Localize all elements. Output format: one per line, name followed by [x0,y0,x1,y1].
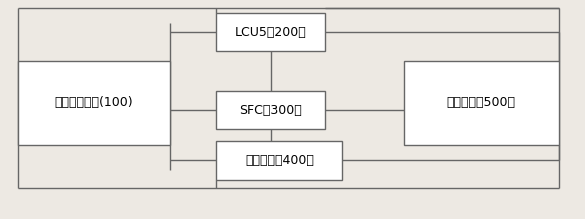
Bar [216,91,325,129]
Text: 抽水蓄能机组(100): 抽水蓄能机组(100) [54,96,133,110]
Bar [216,13,325,51]
Bar [404,61,559,145]
Text: 监控系统（500）: 监控系统（500） [447,96,515,110]
Text: 励磁系统（400）: 励磁系统（400） [245,154,314,167]
Bar [216,141,342,180]
Bar [18,61,170,145]
Text: LCU5（200）: LCU5（200） [235,26,307,39]
Text: SFC（300）: SFC（300） [239,104,302,117]
